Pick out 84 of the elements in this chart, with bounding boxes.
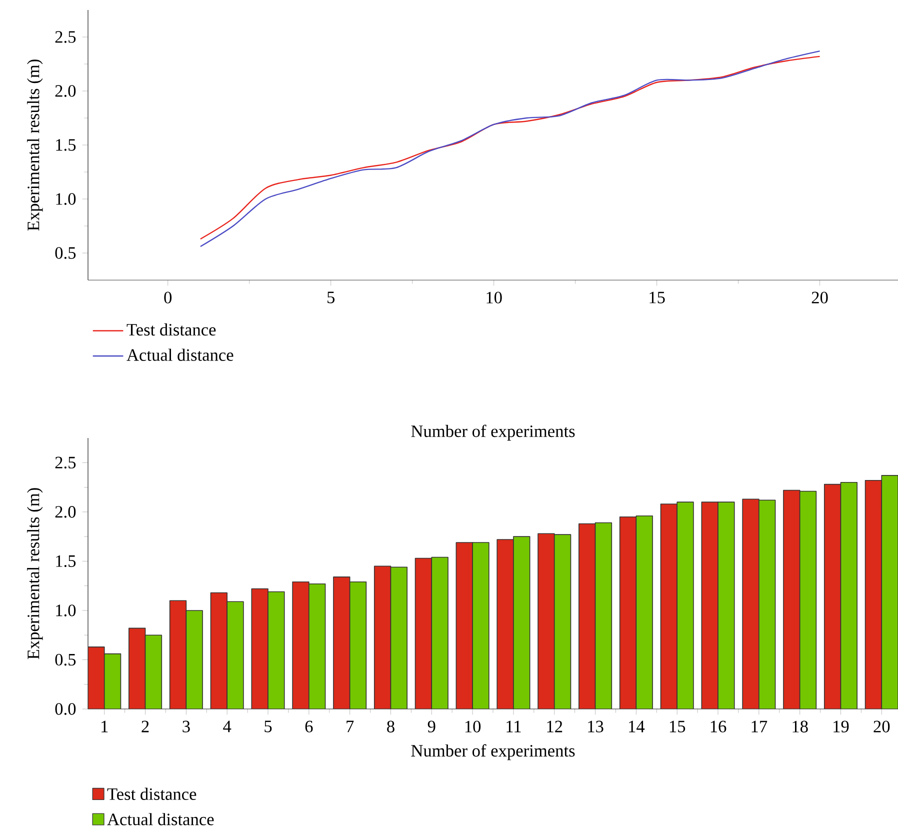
bar bbox=[864, 480, 882, 710]
x-axis-title: Number of experiments bbox=[411, 744, 575, 760]
bar bbox=[824, 484, 842, 710]
bar bbox=[799, 490, 817, 710]
bar bbox=[88, 646, 105, 710]
bar bbox=[186, 610, 203, 710]
y-tick-label: 1.5 bbox=[56, 139, 76, 151]
bar bbox=[472, 542, 490, 710]
bar bbox=[783, 490, 800, 710]
y-tick-label: 2.5 bbox=[55, 31, 76, 43]
legend-label: Actual distance bbox=[107, 813, 214, 826]
bar bbox=[251, 588, 268, 710]
bar bbox=[881, 475, 898, 710]
bar bbox=[349, 581, 367, 710]
legend-label: Test distance bbox=[107, 788, 196, 800]
bar bbox=[718, 502, 735, 710]
x-tick-label: 9 bbox=[428, 720, 436, 732]
x-tick-label: 5 bbox=[264, 720, 272, 732]
bar bbox=[554, 534, 572, 710]
bar bbox=[390, 566, 408, 710]
x-tick-label: 10 bbox=[465, 720, 481, 732]
y-tick-label: 1.5 bbox=[56, 555, 76, 568]
bar bbox=[308, 583, 326, 710]
bar bbox=[513, 536, 530, 710]
bar bbox=[169, 600, 187, 710]
y-tick-label: 1.0 bbox=[56, 193, 76, 205]
x-tick-label: 18 bbox=[792, 720, 808, 732]
bar bbox=[619, 516, 637, 710]
bar bbox=[128, 628, 146, 710]
bar bbox=[144, 634, 162, 710]
x-tick-label: 10 bbox=[486, 292, 502, 304]
y-tick-label: 2.5 bbox=[55, 456, 76, 469]
x-tick-label: 2 bbox=[142, 720, 149, 732]
bar bbox=[333, 576, 350, 710]
bar bbox=[701, 502, 718, 710]
bar bbox=[496, 539, 514, 710]
bar bbox=[578, 523, 596, 710]
x-axis-title: Number of experiments bbox=[411, 424, 575, 441]
x-tick-label: 15 bbox=[670, 720, 686, 732]
bar bbox=[104, 653, 122, 710]
bar bbox=[210, 592, 228, 710]
x-tick-label: 20 bbox=[812, 292, 828, 304]
x-tick-label: 1 bbox=[102, 720, 108, 732]
x-tick-label: 4 bbox=[223, 720, 232, 732]
x-tick-label: 3 bbox=[182, 720, 190, 732]
x-tick-label: 7 bbox=[346, 720, 354, 732]
bar bbox=[538, 533, 555, 710]
x-tick-label: 5 bbox=[328, 292, 334, 304]
y-tick-label: 2.0 bbox=[55, 85, 76, 97]
bar bbox=[431, 556, 448, 710]
x-tick-label: 11 bbox=[506, 720, 521, 732]
bar bbox=[742, 498, 760, 710]
x-tick-label: 17 bbox=[752, 720, 768, 732]
x-tick-label: 16 bbox=[710, 720, 726, 732]
bar bbox=[636, 515, 653, 710]
legend-label: Actual distance bbox=[126, 348, 234, 361]
y-tick-label: 0.5 bbox=[55, 654, 76, 666]
bar bbox=[456, 542, 473, 710]
x-tick-label: 8 bbox=[387, 720, 394, 732]
y-axis-title: Experimental results (m) bbox=[27, 60, 43, 231]
bar bbox=[374, 566, 392, 710]
x-tick-label: 14 bbox=[629, 720, 645, 732]
x-tick-label: 0 bbox=[164, 292, 172, 304]
x-tick-label: 20 bbox=[874, 720, 890, 732]
x-tick-label: 6 bbox=[305, 720, 313, 732]
bar bbox=[676, 502, 694, 710]
y-tick-label: 0.0 bbox=[55, 703, 76, 715]
bar bbox=[840, 482, 858, 710]
bar bbox=[660, 504, 678, 710]
x-tick-label: 13 bbox=[588, 720, 604, 732]
y-tick-label: 1.0 bbox=[56, 604, 76, 616]
bar bbox=[268, 591, 285, 710]
y-tick-label: 0.5 bbox=[55, 247, 76, 259]
bar bbox=[414, 558, 432, 710]
bar bbox=[292, 581, 310, 710]
y-tick-label: 2.0 bbox=[55, 506, 76, 518]
x-tick-label: 19 bbox=[834, 720, 849, 732]
bar bbox=[226, 601, 244, 710]
legend-label: Test distance bbox=[126, 323, 216, 336]
y-axis-title: Experimental results (m) bbox=[27, 488, 43, 660]
x-tick-label: 12 bbox=[547, 720, 562, 732]
x-tick-label: 15 bbox=[650, 292, 665, 304]
bar bbox=[758, 500, 776, 710]
bar bbox=[594, 522, 612, 710]
